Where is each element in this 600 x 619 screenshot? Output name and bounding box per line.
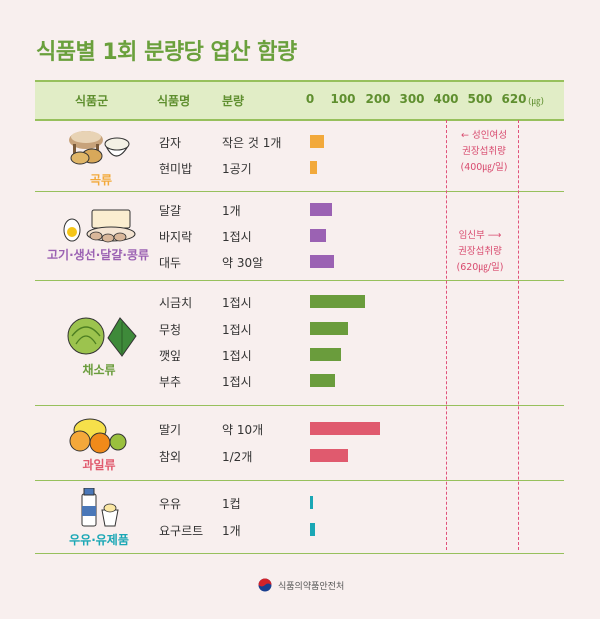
food-name: 달걀 bbox=[159, 204, 182, 218]
food-name: 무청 bbox=[159, 323, 182, 337]
food-name: 딸기 bbox=[159, 423, 182, 437]
food-name: 우유 bbox=[159, 497, 182, 511]
header-group: 식품군 bbox=[75, 94, 109, 108]
food-name: 대두 bbox=[159, 256, 182, 270]
bar-무청 bbox=[310, 322, 348, 335]
bar-깻잎 bbox=[310, 348, 341, 361]
x-tick-label: 100 bbox=[330, 92, 356, 106]
ref-note-adult-women: ← 성인여성 권장섭취량 (400㎍/일) bbox=[460, 130, 508, 173]
serving-amount: 1공기 bbox=[222, 162, 252, 176]
group-label-grains: 곡류 bbox=[89, 173, 113, 187]
serving-amount: 1접시 bbox=[222, 375, 252, 389]
serving-amount: 1접시 bbox=[222, 296, 252, 310]
serving-amount: 1개 bbox=[222, 204, 241, 218]
food-name: 바지락 bbox=[159, 230, 193, 244]
serving-amount: 1접시 bbox=[222, 349, 252, 363]
serving-amount: 약 30알 bbox=[222, 256, 264, 270]
group-divider bbox=[35, 553, 564, 554]
reference-line-620 bbox=[518, 120, 519, 550]
grain-foods-icon bbox=[69, 131, 130, 165]
food-name: 부추 bbox=[159, 375, 182, 389]
x-tick-label: 0 bbox=[305, 92, 315, 106]
bar-감자 bbox=[310, 135, 325, 148]
bar-시금치 bbox=[310, 295, 366, 308]
serving-amount: 1접시 bbox=[222, 230, 252, 244]
bar-딸기 bbox=[310, 422, 381, 435]
vegetables-icon bbox=[67, 317, 137, 357]
serving-amount: 작은 것 1개 bbox=[222, 136, 282, 150]
food-name: 참외 bbox=[159, 450, 182, 464]
header-amount: 분량 bbox=[222, 94, 245, 108]
group-label-vegetables: 채소류 bbox=[82, 363, 116, 377]
food-name: 깻잎 bbox=[159, 349, 182, 363]
group-divider bbox=[35, 191, 564, 192]
food-name: 현미밥 bbox=[159, 162, 193, 176]
group-divider bbox=[35, 480, 564, 481]
header-food: 식품명 bbox=[157, 94, 191, 108]
x-tick-label: 200 bbox=[365, 92, 391, 106]
bar-우유 bbox=[310, 496, 314, 509]
serving-amount: 1접시 bbox=[222, 323, 252, 337]
bar-달걀 bbox=[310, 203, 332, 216]
serving-amount: 1개 bbox=[222, 524, 241, 538]
group-label-fruits: 과일류 bbox=[82, 458, 116, 472]
bar-부추 bbox=[310, 374, 336, 387]
serving-amount: 1/2개 bbox=[222, 450, 253, 464]
group-label-protein: 고기·생선·달걀·콩류 bbox=[47, 248, 149, 262]
bar-바지락 bbox=[310, 229, 327, 242]
x-tick-label: 400 bbox=[433, 92, 459, 106]
group-divider bbox=[35, 405, 564, 406]
bar-요구르트 bbox=[310, 523, 315, 536]
serving-amount: 약 10개 bbox=[222, 423, 264, 437]
x-tick-label: 300 bbox=[399, 92, 425, 106]
food-name: 요구르트 bbox=[159, 524, 204, 538]
page-title: 식품별 1회 분량당 엽산 함량 bbox=[36, 40, 297, 65]
bar-현미밥 bbox=[310, 161, 317, 174]
serving-amount: 1컵 bbox=[222, 497, 241, 511]
footer: 식품의약품안전처 bbox=[258, 578, 344, 592]
government-logo-icon bbox=[258, 578, 272, 592]
bar-대두 bbox=[310, 255, 335, 268]
fruits-icon bbox=[69, 418, 127, 454]
x-tick-label: 500 bbox=[467, 92, 493, 106]
footer-org: 식품의약품안전처 bbox=[278, 581, 345, 592]
unit-label: (㎍) bbox=[528, 97, 545, 107]
group-label-dairy: 우유·유제품 bbox=[69, 533, 129, 547]
bar-참외 bbox=[310, 449, 348, 462]
table-header: 식품군 식품명 분량 0 100 200 300 400 500 620 (㎍) bbox=[35, 80, 564, 121]
group-divider bbox=[35, 280, 564, 281]
protein-foods-icon bbox=[63, 209, 136, 243]
ref-note-pregnant: 임신부 ⟶ 권장섭취량 (620㎍/일) bbox=[456, 230, 504, 273]
food-name: 감자 bbox=[159, 136, 182, 150]
dairy-icon bbox=[81, 488, 119, 527]
food-name: 시금치 bbox=[159, 296, 193, 310]
x-tick-label: 620 bbox=[501, 92, 527, 106]
reference-line-400 bbox=[446, 120, 447, 550]
